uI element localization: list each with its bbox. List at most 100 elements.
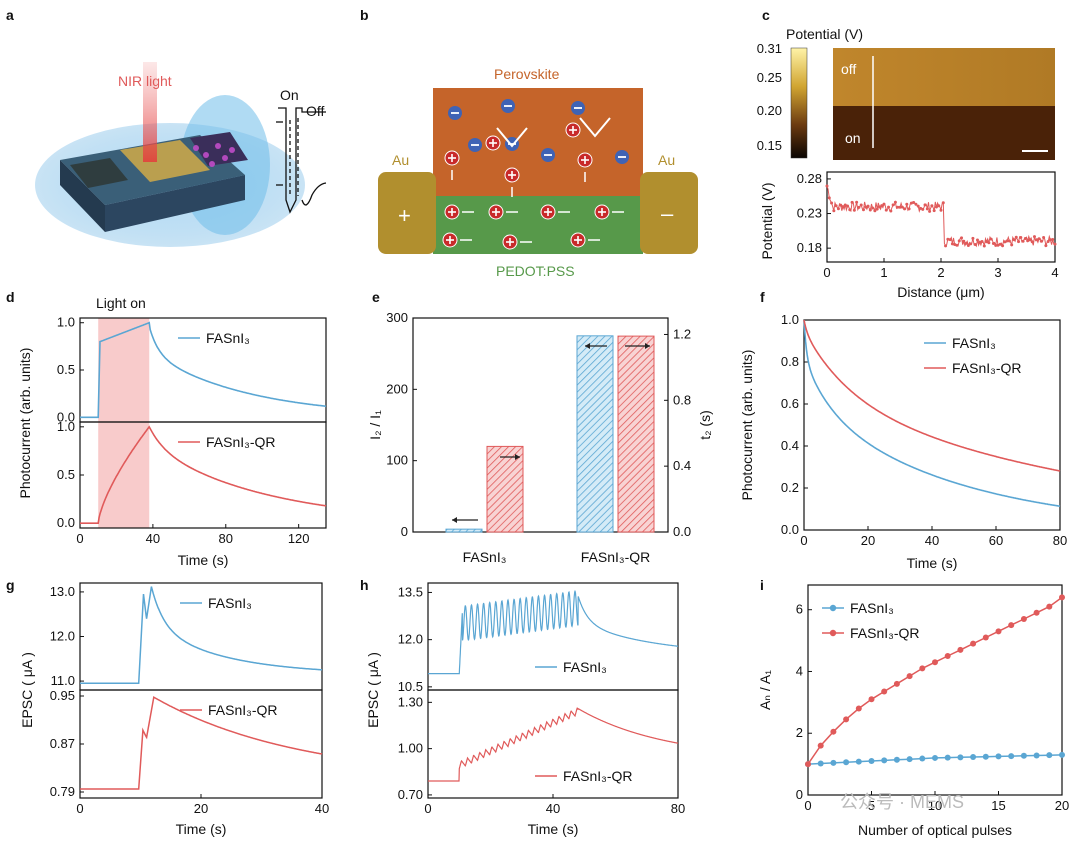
x-tick-label: 40 (315, 801, 329, 816)
plot-frame (427, 689, 679, 799)
potential-wells (496, 117, 611, 148)
chart-f-decay: 0 20 40 60 80 1.0 0.8 0.6 0.4 0.2 0.0 Photocurrent … (739, 312, 1067, 571)
profile-point (932, 209, 936, 213)
profile-point (871, 206, 875, 210)
x-tick-label: 0 (804, 798, 811, 813)
nir-light-label: NIR light (118, 73, 172, 89)
profile-point (900, 205, 904, 209)
legend-fasni3-qr: FASnI₃-QR (206, 434, 276, 450)
on-label: On (280, 87, 299, 103)
point-fasni3-qr (843, 716, 850, 723)
device-side-layer (60, 160, 105, 232)
panel-a-device-illustration: NIR light On Off (35, 62, 327, 247)
x-tick-label: 80 (671, 801, 685, 816)
legend-fasni3-qr: FASnI₃-QR (850, 625, 920, 641)
profile-point (939, 208, 943, 212)
profile-point (1021, 239, 1025, 243)
x-tick-label: 120 (288, 531, 310, 546)
chart-c-potential-profile: 0 1 2 3 4 0.28 0.23 0.18 Potential (V) Distance (… (759, 171, 1059, 300)
on-off-pulse-diagram (276, 107, 327, 214)
series-fasni3-line (80, 586, 322, 685)
profile-point (905, 202, 909, 206)
y-tick-label: 0.5 (57, 467, 75, 482)
point-fasni3 (1020, 752, 1027, 759)
point-fasni3 (855, 758, 862, 765)
point-fasni3 (817, 760, 824, 767)
profile-point (852, 208, 856, 212)
plot-frame (412, 317, 669, 533)
point-fasni3-qr (817, 742, 824, 749)
profile-point (1035, 238, 1039, 242)
x-axis-label: Distance (μm) (897, 284, 984, 300)
y-tick-label: 0.8 (781, 354, 799, 369)
y-tick-label: 6 (796, 602, 803, 617)
point-fasni3 (957, 754, 964, 761)
y-tick-label: 300 (386, 310, 408, 325)
profile-point (866, 204, 870, 208)
legend-fasni3-qr-marker (829, 629, 837, 637)
au-right-sign: – (661, 201, 674, 226)
y-tick-label: 12.0 (398, 632, 423, 647)
x-tick-label: 80 (1053, 533, 1067, 548)
y-tick-label: 11.0 (51, 673, 75, 688)
profile-point (928, 209, 932, 213)
profile-point (975, 238, 979, 242)
point-fasni3 (906, 756, 913, 763)
point-fasni3 (1008, 753, 1015, 760)
profile-point (962, 239, 966, 243)
point-fasni3 (982, 753, 989, 760)
y-tick-label: 0.8 (673, 392, 691, 407)
au-left-electrode (378, 172, 436, 254)
au-left-sign: + (398, 203, 411, 228)
axis-arrow-head (515, 454, 520, 460)
y-tick-label: 0.4 (781, 438, 799, 453)
y-tick-label: 100 (386, 453, 408, 468)
series-fasni3-qr-line (428, 706, 679, 782)
panel-b-schematic: Perovskite Au Au + – PEDOT:PSS (378, 66, 698, 279)
y-tick-label: 0.23 (797, 206, 822, 221)
series-fasni3-line (428, 589, 678, 675)
point-fasni3-qr (944, 653, 951, 660)
y-axis-label: Potential (V) (759, 182, 775, 259)
y-tick-label: 0.87 (50, 736, 75, 751)
profile-point (903, 207, 907, 211)
au-right-electrode (640, 172, 698, 254)
profile-point (1019, 235, 1023, 239)
point-fasni3 (995, 753, 1002, 760)
chart-h-epsc-train: 13.5 12.0 10.5 FASnI₃ 1.30 1.00 0.70 FASnI₃-QR 0… (365, 582, 685, 837)
point-fasni3 (1046, 752, 1053, 759)
profile-point (916, 204, 920, 208)
plot-frame (427, 582, 679, 691)
point-fasni3-qr (957, 646, 964, 653)
light-on-shade (98, 318, 150, 528)
point-fasni3-qr (830, 728, 837, 735)
profile-point (921, 207, 925, 211)
profile-point (996, 243, 1000, 247)
profile-point (827, 196, 831, 200)
au-right-label: Au (658, 152, 675, 168)
chart-e-bar: 0 100 200 300 0.0 0.4 0.8 1.2 I₂ / I₁ t₂ (s) FASnI… (367, 310, 713, 565)
pedot-layer (433, 196, 643, 254)
profile-point (846, 204, 850, 208)
panel-label-f: f (760, 289, 765, 305)
y-tick-label: 12.0 (50, 629, 75, 644)
profile-point (918, 206, 922, 210)
profile-point (969, 242, 973, 246)
profile-point (941, 201, 945, 205)
point-fasni3 (1059, 751, 1065, 758)
panel-label-g: g (6, 577, 15, 593)
x-tick-label: 40 (146, 531, 160, 546)
point-fasni3-qr (982, 634, 989, 641)
profile-point (873, 209, 877, 213)
legend-fasni3-qr: FASnI₃-QR (563, 768, 633, 784)
bar-t2-0 (486, 445, 524, 533)
profile-point (1023, 236, 1027, 240)
profile-point (907, 207, 911, 211)
y-tick-label: 1.2 (673, 326, 691, 341)
profile-point (1005, 239, 1009, 243)
profile-point (982, 244, 986, 248)
x-tick-label: 3 (994, 265, 1001, 280)
profile-point (882, 202, 886, 206)
point-fasni3-qr (1033, 609, 1040, 616)
point-fasni3-qr (1046, 603, 1053, 610)
